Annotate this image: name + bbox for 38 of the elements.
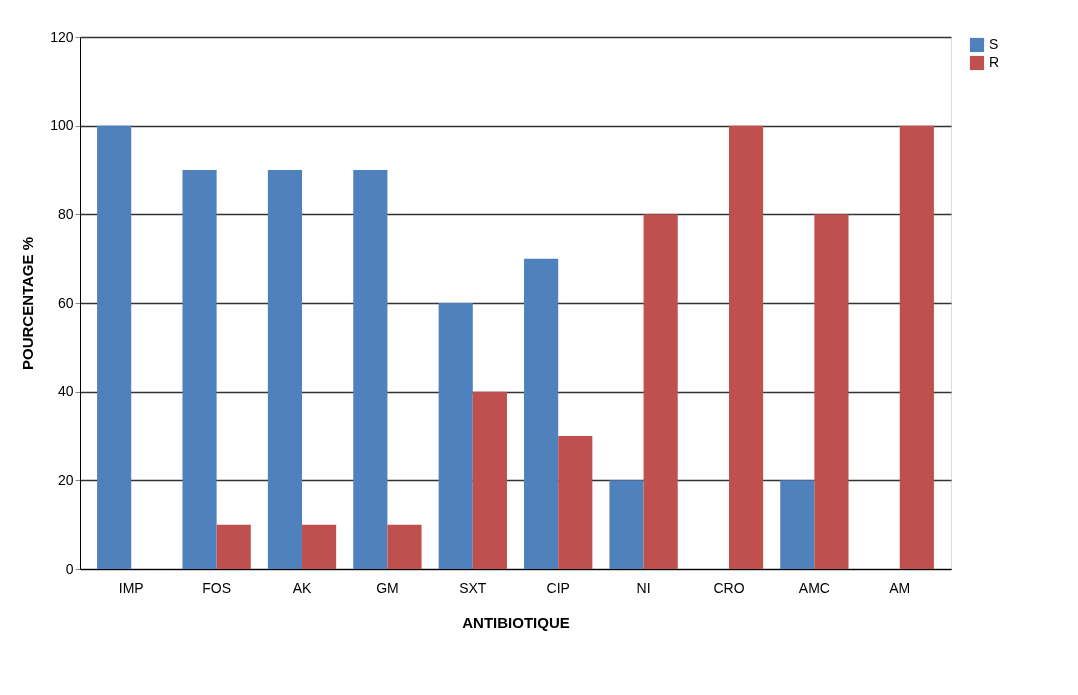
bar xyxy=(609,480,644,569)
x-tick-label: FOS xyxy=(202,579,232,596)
bar xyxy=(780,480,815,569)
bar xyxy=(814,214,849,569)
bar xyxy=(267,170,303,569)
bar xyxy=(97,125,132,569)
bar xyxy=(216,524,251,569)
x-tick-label: SXT xyxy=(459,579,487,596)
bar xyxy=(728,125,764,569)
y-tick-label: 120 xyxy=(50,28,74,45)
y-tick-label: 100 xyxy=(50,117,74,134)
x-tick-label: GM xyxy=(376,579,399,596)
bar xyxy=(899,125,934,569)
x-tick-label: CIP xyxy=(546,579,570,596)
bar xyxy=(524,258,559,569)
y-axis-title: POURCENTAGE % xyxy=(19,236,37,371)
y-tick-label: 0 xyxy=(65,560,74,577)
legend-label: R xyxy=(989,54,1000,70)
bar xyxy=(558,436,593,569)
y-tick-label: 80 xyxy=(57,205,74,222)
y-tick-label: 40 xyxy=(57,383,74,400)
legend-label: S xyxy=(989,36,999,52)
bar xyxy=(387,524,422,569)
y-tick-label: 20 xyxy=(57,471,74,488)
bar xyxy=(353,170,388,569)
y-tick-label: 60 xyxy=(57,294,74,311)
x-tick-label: AMC xyxy=(798,579,830,596)
x-axis-title: ANTIBIOTIQUE xyxy=(462,613,570,631)
x-tick-label: AK xyxy=(292,579,313,596)
x-tick-label: NI xyxy=(636,579,651,596)
bar xyxy=(182,170,217,569)
x-tick-label: IMP xyxy=(118,579,144,596)
bar xyxy=(302,524,337,569)
x-tick-label: AM xyxy=(889,579,911,596)
bar xyxy=(472,391,507,569)
bar xyxy=(438,303,473,569)
x-tick-label: CRO xyxy=(713,579,745,596)
bar xyxy=(643,214,678,569)
